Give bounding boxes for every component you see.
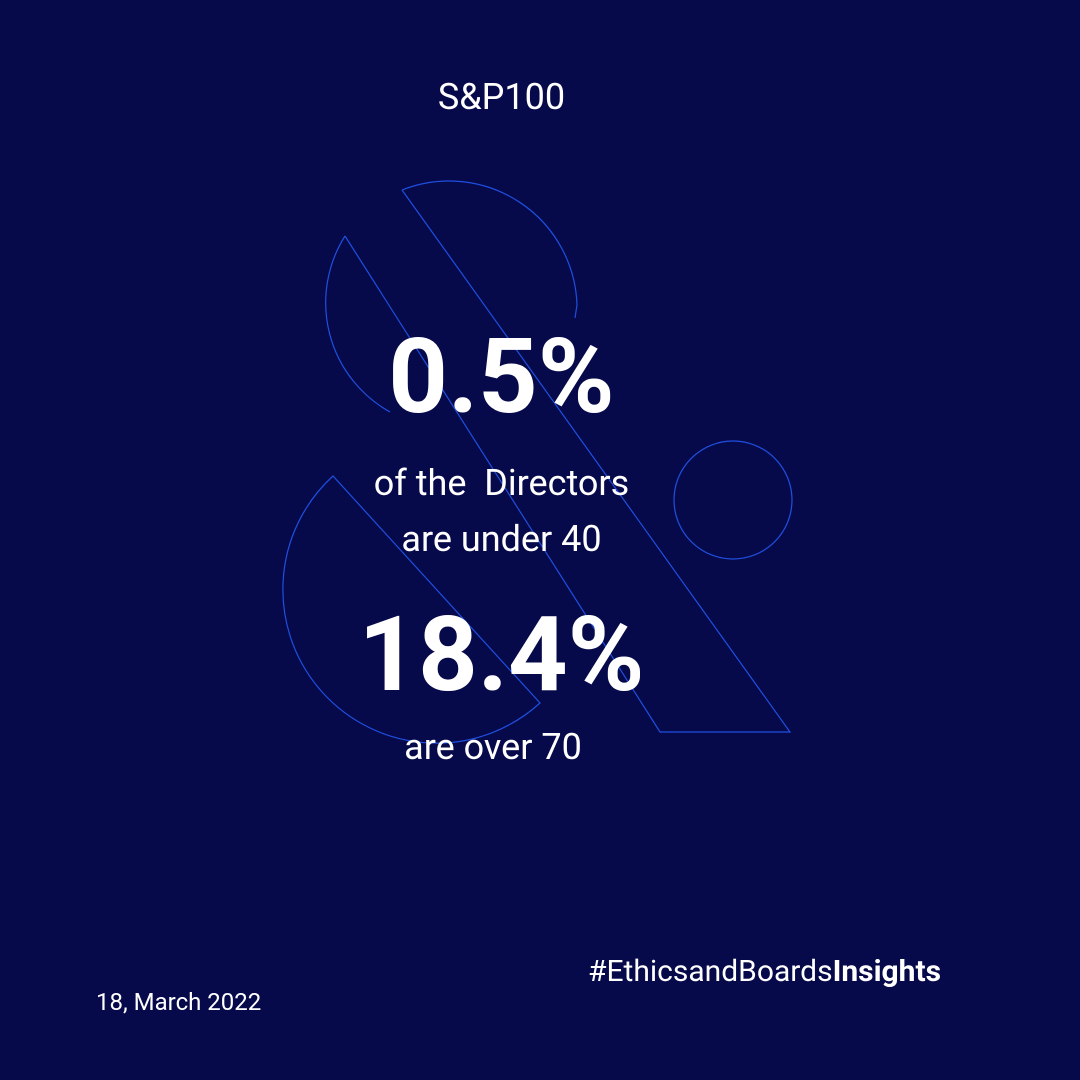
diagonal-band	[344, 189, 792, 733]
lower-half-disc	[282, 475, 541, 744]
hashtag-text: #EthicsandBoards	[588, 954, 833, 989]
title: S&P100	[437, 76, 566, 118]
stat-caption: of the Directors	[373, 462, 630, 504]
upper-arc	[401, 180, 578, 319]
hashtag-bold: Insights	[832, 954, 942, 989]
left-arc	[325, 235, 391, 413]
hashtag: #EthicsandBoardsInsights	[588, 954, 941, 989]
stat-caption: are under 40	[401, 518, 602, 560]
stat-caption: are over 70	[404, 726, 582, 768]
stat-figure: 0.5%	[388, 317, 615, 438]
stat-figure: 18.4%	[358, 595, 645, 716]
small-circle	[673, 440, 793, 560]
date: 18, March 2022	[96, 988, 262, 1016]
